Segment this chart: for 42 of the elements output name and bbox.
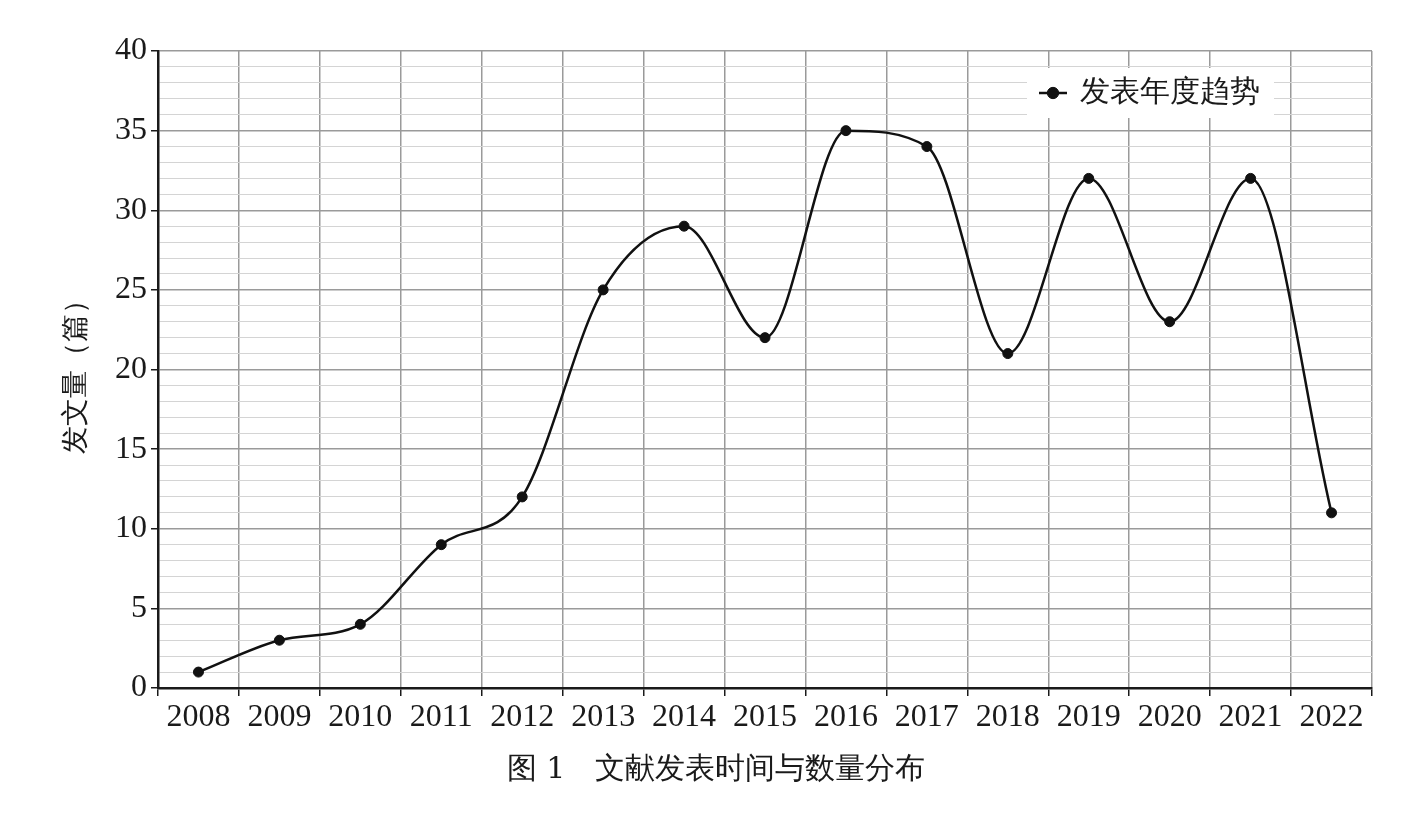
y-tick-label: 35 [115, 110, 147, 147]
y-tick-label: 25 [115, 269, 147, 306]
x-tick-label: 2012 [490, 696, 555, 733]
x-tick-label: 2022 [1299, 696, 1364, 733]
point [840, 125, 852, 137]
point [678, 220, 690, 232]
y-tick-label: 0 [131, 667, 147, 704]
x-tick-label: 2010 [328, 696, 393, 733]
x-tick-label: 2015 [733, 696, 797, 733]
y-tick-label: 10 [115, 508, 147, 545]
point [1164, 316, 1176, 328]
point [354, 618, 366, 630]
x-tick-label: 2019 [1056, 696, 1121, 733]
text: 图 1 文献发表时间与数量分布 [506, 749, 926, 785]
y-tick-label: 30 [115, 189, 147, 226]
point [435, 539, 447, 551]
point [921, 141, 933, 153]
point [1002, 348, 1014, 360]
x-tick-label: 2020 [1137, 696, 1202, 733]
x-tick-label: 2013 [571, 696, 636, 733]
x-tick-label: 2008 [166, 696, 231, 733]
y-tick-label: 40 [115, 30, 147, 67]
y-tick-label: 15 [115, 428, 147, 465]
point [1083, 172, 1095, 184]
x-tick-label: 2017 [894, 696, 959, 733]
x-tick-label: 2014 [652, 696, 717, 733]
x-tick-label: 2021 [1218, 696, 1283, 733]
point [516, 491, 528, 503]
x-tick-label: 2016 [813, 696, 878, 733]
point [759, 332, 771, 344]
point [597, 284, 609, 296]
point [273, 634, 285, 646]
y-tick-label: 20 [115, 348, 147, 385]
point [1326, 507, 1338, 519]
y-tick-label: 5 [131, 587, 147, 624]
point [1245, 172, 1257, 184]
x-tick-label: 2018 [975, 696, 1040, 733]
legend-label: 发表年度趋势 [1080, 72, 1260, 108]
x-tick-label: 2009 [247, 696, 312, 733]
point [192, 666, 204, 678]
x-tick-label: 2011 [409, 696, 473, 733]
y-axis-title: 发文量（篇） [58, 285, 92, 454]
